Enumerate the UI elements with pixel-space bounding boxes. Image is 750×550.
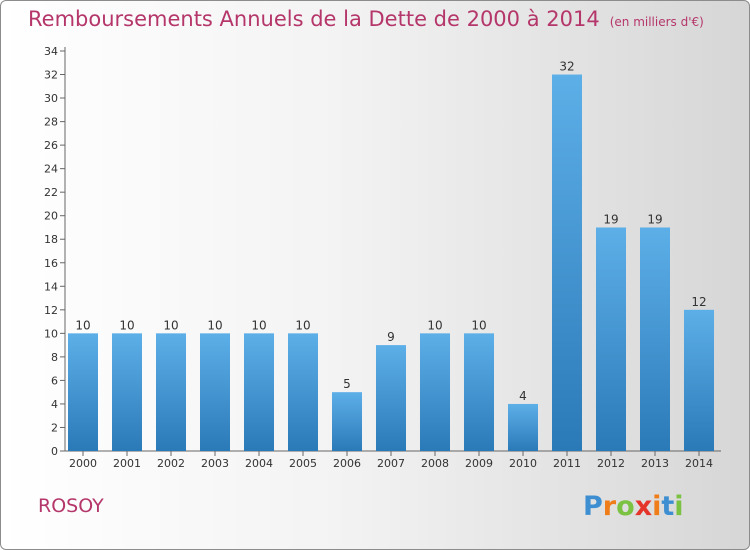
bars — [68, 74, 714, 451]
logo-letter: x — [634, 491, 653, 522]
chart-title: Remboursements Annuels de la Dette de 20… — [28, 7, 704, 31]
y-tick-label: 16 — [44, 257, 58, 270]
logo-letter: P — [583, 491, 603, 522]
data-label: 10 — [75, 318, 90, 332]
x-tick-label: 2003 — [201, 457, 229, 470]
bar-2014 — [684, 309, 714, 451]
bar-2007 — [376, 345, 406, 451]
bar-2004 — [244, 333, 274, 451]
y-tick-label: 28 — [44, 116, 58, 129]
data-label: 4 — [519, 389, 527, 403]
y-tick-label: 0 — [51, 445, 58, 458]
y-tick-label: 14 — [44, 280, 58, 293]
y-tick-label: 12 — [44, 304, 58, 317]
logo-letter: o — [616, 491, 635, 522]
x-tick-label: 2009 — [465, 457, 493, 470]
bar-2009 — [464, 333, 494, 451]
data-label: 19 — [647, 212, 662, 226]
data-label: 5 — [343, 377, 351, 391]
y-tick-label: 30 — [44, 92, 58, 105]
data-label: 19 — [603, 212, 618, 226]
bar-2003 — [200, 333, 230, 451]
x-tick-label: 2001 — [113, 457, 141, 470]
data-label: 10 — [295, 318, 310, 332]
y-tick-label: 32 — [44, 69, 58, 82]
logo-letter: r — [602, 491, 617, 522]
data-label: 10 — [119, 318, 134, 332]
y-tick-label: 34 — [44, 45, 58, 58]
x-tick-label: 2014 — [685, 457, 713, 470]
bar-2013 — [640, 227, 670, 451]
x-tick-label: 2010 — [509, 457, 537, 470]
proxiti-logo[interactable]: Proxiti — [583, 491, 684, 522]
x-axis: 2000 2001 2002 2003 2004 2005 2006 2007 2008 2009… — [65, 450, 721, 470]
x-tick-label: 2007 — [377, 457, 405, 470]
data-label: 12 — [691, 295, 706, 309]
x-tick-label: 2008 — [421, 457, 449, 470]
y-tick-label: 24 — [44, 163, 58, 176]
bar-2011 — [552, 74, 582, 451]
bar-2005 — [288, 333, 318, 451]
y-tick-label: 4 — [51, 398, 58, 411]
x-tick-label: 2013 — [641, 457, 669, 470]
x-tick-label: 2005 — [289, 457, 317, 470]
bar-2010 — [508, 403, 538, 451]
y-tick-label: 26 — [44, 139, 58, 152]
logo-letter: i — [674, 491, 684, 522]
data-label: 10 — [427, 318, 442, 332]
location-label: ROSOY — [38, 495, 104, 517]
y-tick-label: 2 — [51, 421, 58, 434]
x-tick-label: 2000 — [69, 457, 97, 470]
title-unit: (en milliers d'€) — [609, 15, 704, 29]
x-tick-label: 2004 — [245, 457, 273, 470]
bar-2006 — [332, 392, 362, 451]
x-tick-label: 2012 — [597, 457, 625, 470]
y-tick-label: 22 — [44, 186, 58, 199]
data-label: 10 — [163, 318, 178, 332]
y-tick-label: 10 — [44, 327, 58, 340]
y-tick-label: 20 — [44, 210, 58, 223]
logo-letter: i — [652, 491, 662, 522]
y-tick-label: 6 — [51, 374, 58, 387]
bar-2002 — [156, 333, 186, 451]
data-labels: 10 10 10 10 10 10 5 9 10 10 4 32 19 19 12 — [75, 60, 706, 403]
data-label: 9 — [387, 330, 395, 344]
title-main: Remboursements Annuels de la Dette de 20… — [28, 7, 600, 31]
data-label: 10 — [251, 318, 266, 332]
x-tick-label: 2011 — [553, 457, 581, 470]
bar-2008 — [420, 333, 450, 451]
bar-2012 — [596, 227, 626, 451]
y-tick-label: 8 — [51, 351, 58, 364]
data-label: 10 — [207, 318, 222, 332]
logo-letter: t — [661, 491, 675, 522]
x-tick-label: 2002 — [157, 457, 185, 470]
y-tick-label: 18 — [44, 233, 58, 246]
x-tick-label: 2006 — [333, 457, 361, 470]
data-label: 10 — [471, 318, 486, 332]
bar-2000 — [68, 333, 98, 451]
bar-2001 — [112, 333, 142, 451]
data-label: 32 — [559, 60, 574, 74]
